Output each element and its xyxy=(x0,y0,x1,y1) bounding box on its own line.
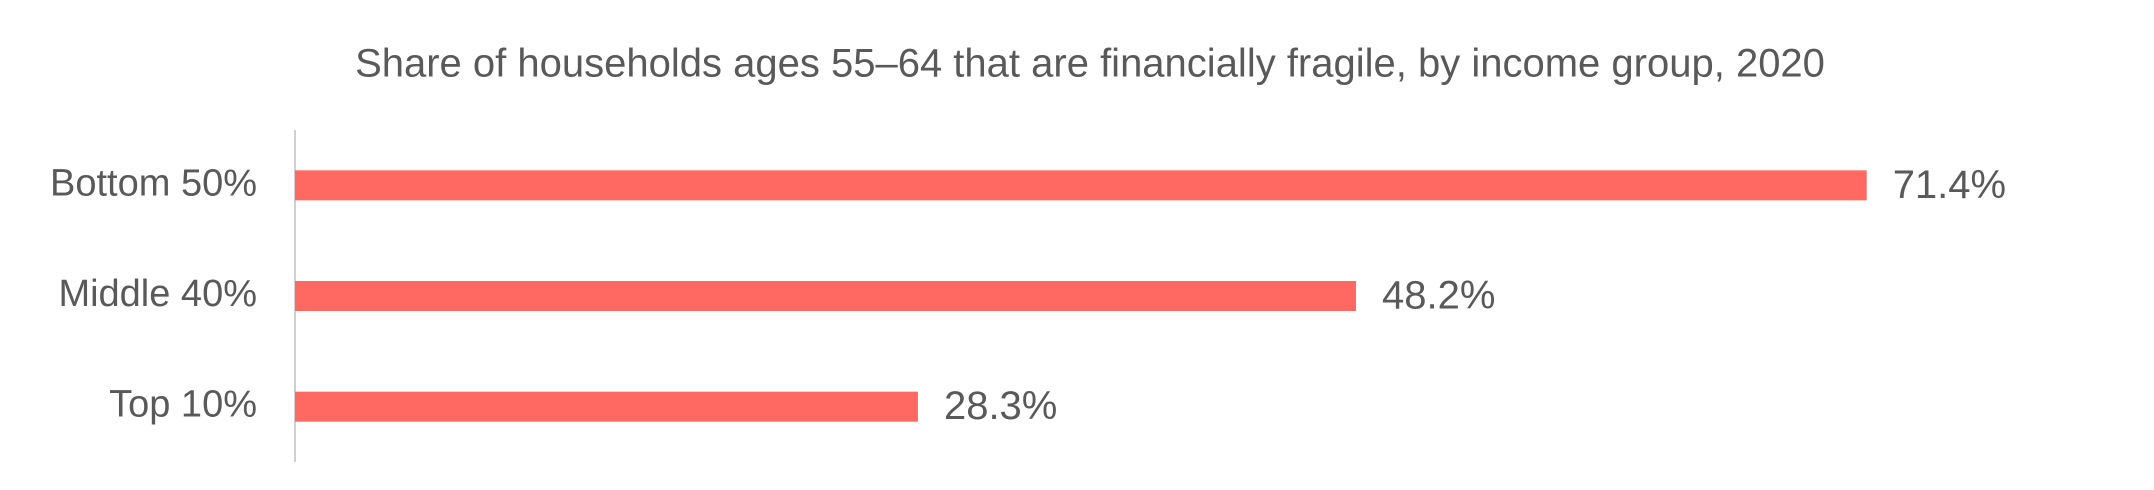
y-tick-label: Bottom 50% xyxy=(50,162,257,204)
bar xyxy=(295,170,1867,201)
bar xyxy=(295,391,918,422)
chart-title: Share of households ages 55–64 that are … xyxy=(355,42,1825,86)
value-label: 71.4% xyxy=(1893,163,2006,207)
y-tick-label: Top 10% xyxy=(109,384,257,426)
value-label: 48.2% xyxy=(1382,274,1495,318)
y-tick-label: Middle 40% xyxy=(58,273,257,315)
bar xyxy=(295,281,1357,311)
value-label: 28.3% xyxy=(944,384,1057,428)
